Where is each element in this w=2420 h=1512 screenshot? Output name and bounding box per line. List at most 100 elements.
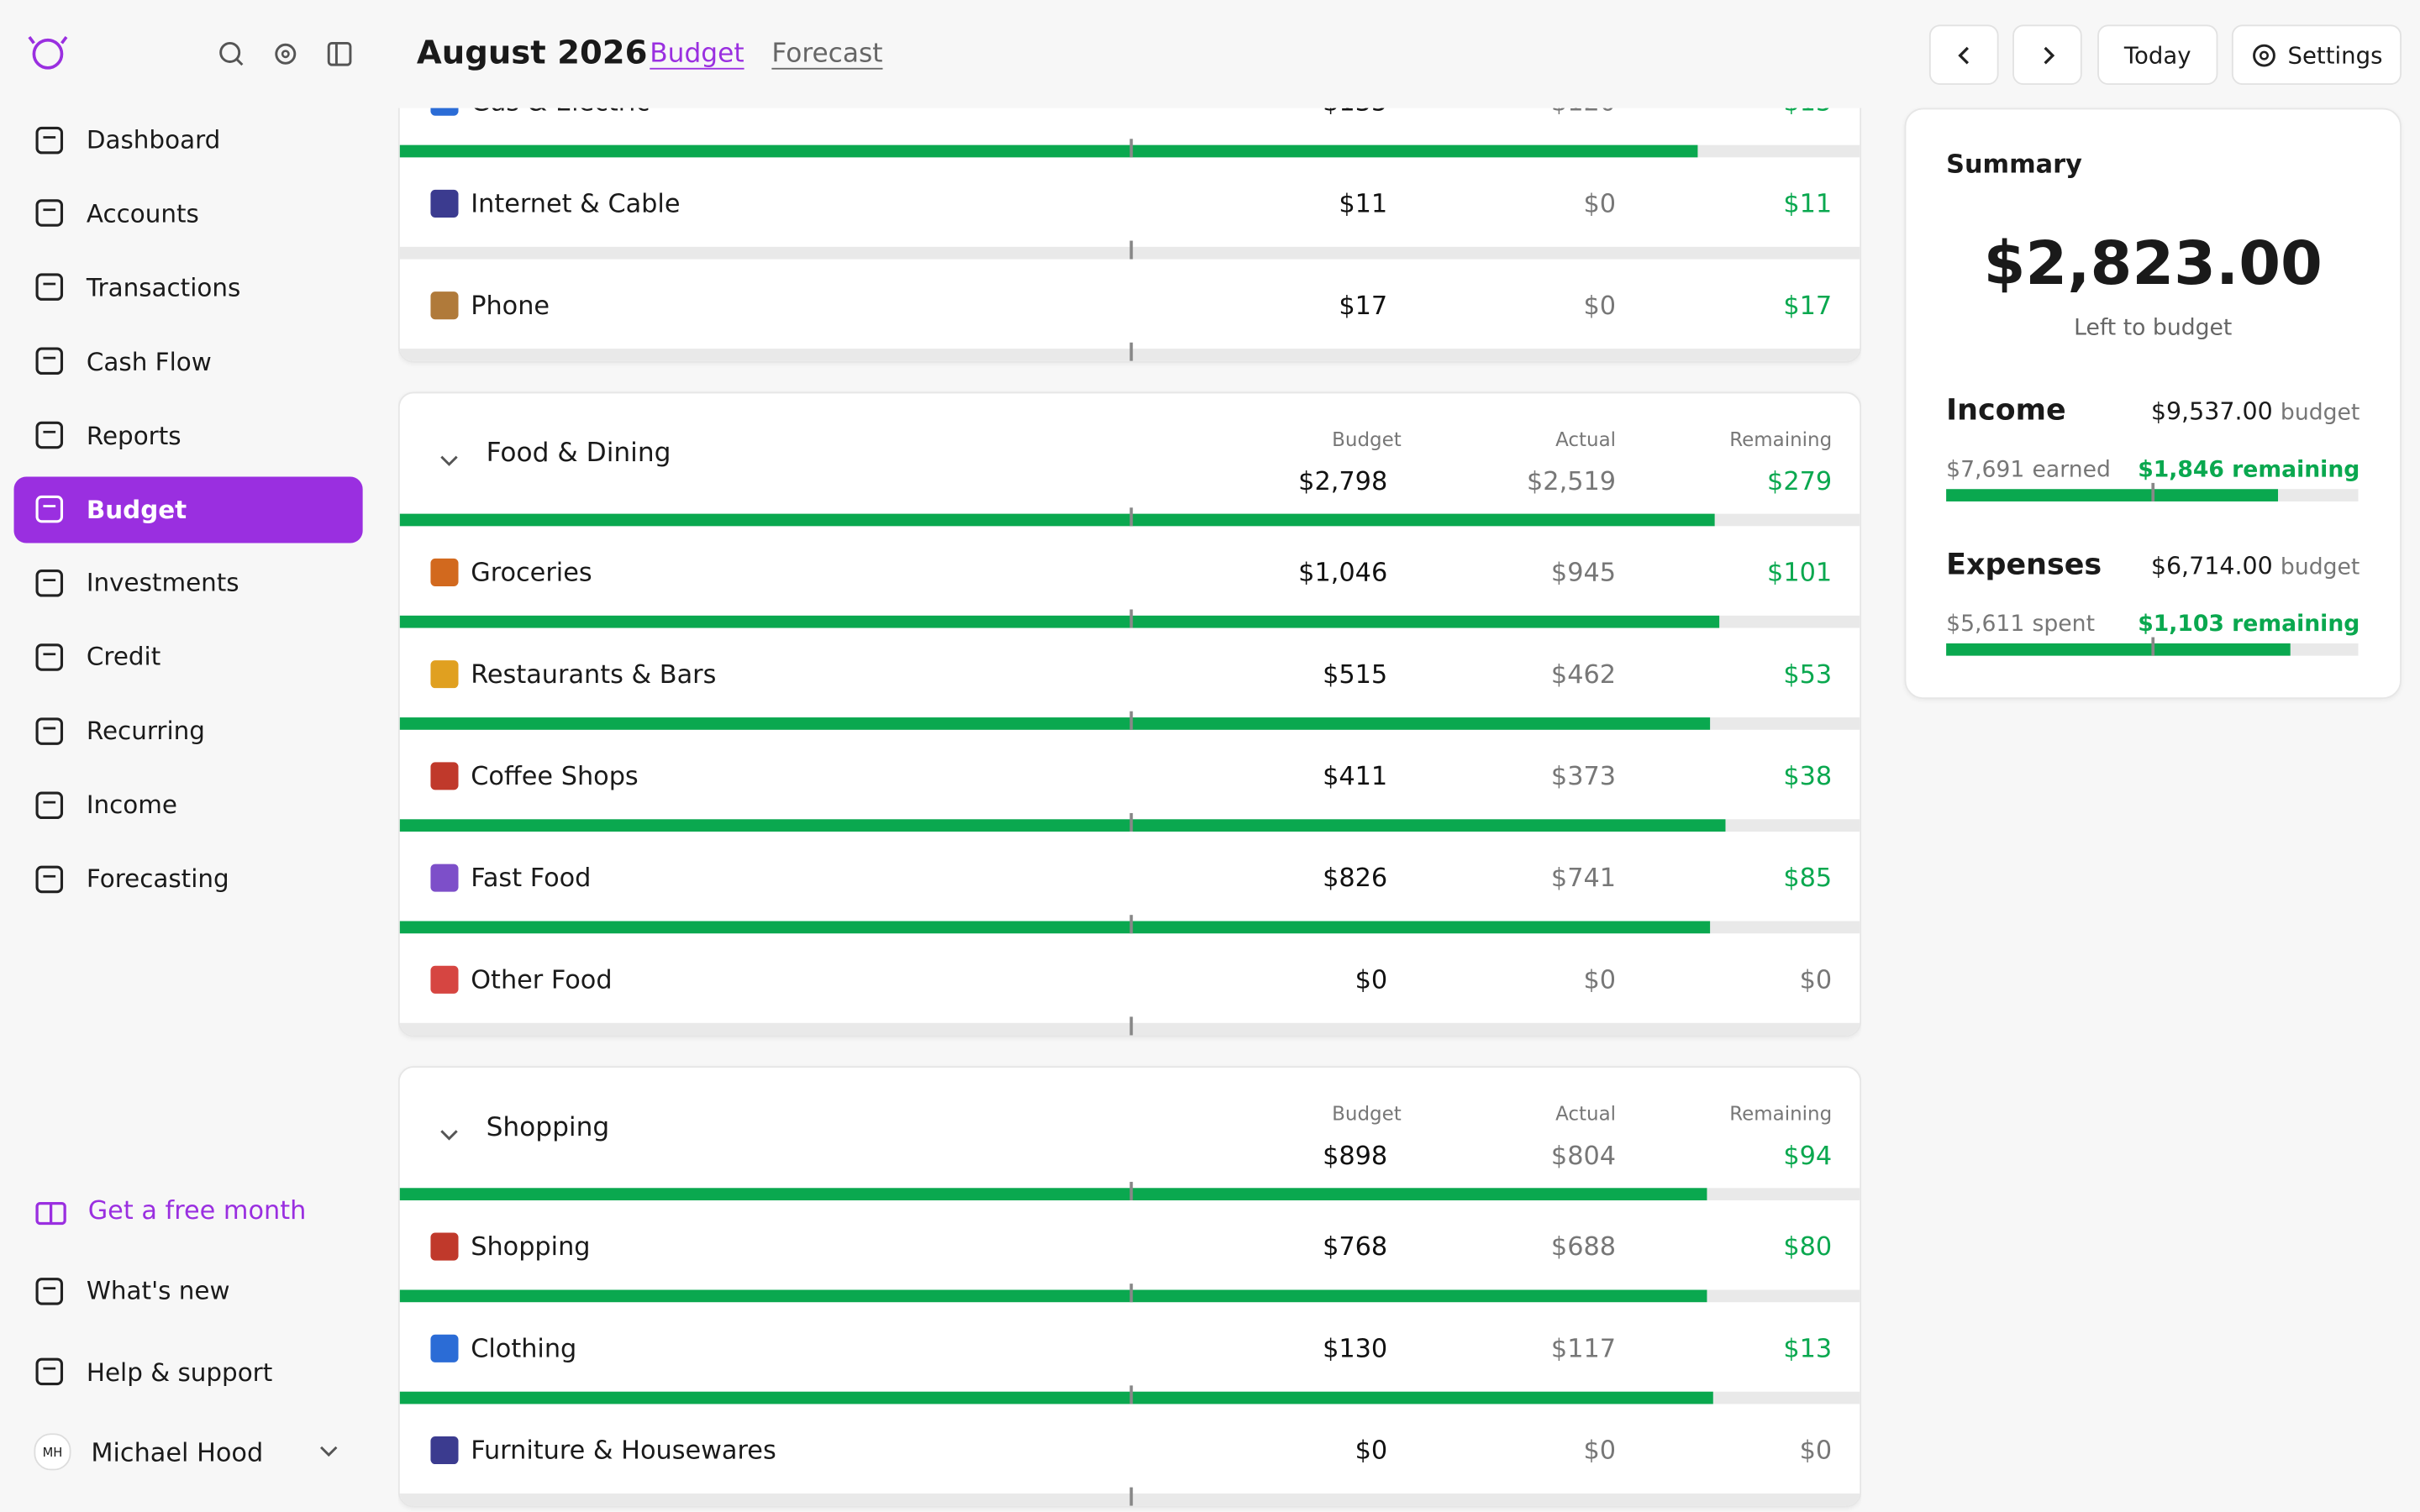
- next-button[interactable]: [2012, 24, 2082, 86]
- category-name: Internet & Cable: [471, 189, 681, 218]
- remaining-amount: $101: [1767, 557, 1833, 587]
- progress-midpoint: [1129, 915, 1134, 934]
- progress-midpoint: [1129, 1181, 1134, 1200]
- category-row[interactable]: Phone $17 $0 $17: [399, 260, 1860, 361]
- category-row[interactable]: Gas & Electric $135 $120 $15: [399, 108, 1860, 158]
- progress-bar: [399, 609, 1860, 628]
- nav-item[interactable]: Reports: [14, 402, 363, 469]
- user-name: Michael Hood: [91, 1436, 264, 1467]
- nav-item[interactable]: Budget: [13, 475, 363, 543]
- nav-item[interactable]: Accounts: [14, 181, 363, 247]
- progress-bar: [399, 812, 1860, 832]
- category-row[interactable]: Other Food $0 $0 $0: [399, 933, 1860, 1036]
- budget-amount: $826: [1323, 863, 1388, 893]
- expenses-budget: $6,714.00 budget: [2151, 553, 2360, 580]
- budget-amount: $1,046: [1298, 557, 1388, 587]
- settings-button[interactable]: Settings: [2231, 24, 2402, 86]
- actual-amount: $120: [1551, 108, 1616, 117]
- remaining-amount: $85: [1783, 863, 1833, 893]
- sidebar-link[interactable]: What's new: [14, 1257, 363, 1324]
- category-row[interactable]: Furniture & Housewares $0 $0 $0: [399, 1404, 1860, 1506]
- actual-amount: $688: [1550, 1231, 1617, 1262]
- user[interactable]: MH Michael Hood: [34, 1433, 342, 1471]
- remaining-amount: $0: [1799, 1436, 1833, 1465]
- remaining-amount: $38: [1783, 761, 1833, 791]
- actual-amount: $0: [1583, 189, 1617, 218]
- nav-label: Budget: [86, 494, 187, 524]
- budget-amount: $898: [1323, 1141, 1388, 1171]
- sidebar-tools[interactable]: [218, 40, 356, 68]
- remaining-amount: $279: [1767, 466, 1833, 496]
- category-row[interactable]: Restaurants & Bars $515 $462 $53: [399, 628, 1860, 730]
- budget-amount: $2,798: [1298, 466, 1388, 496]
- group-header: Food & Dining Budget Actual Remaining $2,798…: [399, 393, 1860, 527]
- category-name: Fast Food: [471, 863, 592, 893]
- nav-item[interactable]: Credit: [14, 624, 363, 690]
- tab-active[interactable]: Budget: [650, 38, 744, 70]
- category-name: Coffee Shops: [471, 761, 639, 791]
- progress-midpoint: [1129, 1284, 1134, 1303]
- progress-midpoint: [2151, 482, 2155, 501]
- progress-midpoint: [1129, 1016, 1134, 1036]
- nav-item[interactable]: Cash Flow: [14, 328, 363, 395]
- nav-item[interactable]: Dashboard: [14, 107, 363, 173]
- progress-midpoint: [1129, 507, 1134, 527]
- nav-item[interactable]: Investments: [14, 550, 363, 617]
- category-icon: [430, 660, 459, 689]
- nav-label: Reports: [86, 420, 182, 450]
- budget-group: Food & Dining Budget Actual Remaining $2,798…: [397, 391, 1862, 1037]
- today-button[interactable]: Today: [2097, 24, 2218, 86]
- collapse-toggle[interactable]: [439, 1119, 458, 1148]
- progress-fill: [399, 1289, 1708, 1303]
- category-name: Restaurants & Bars: [471, 659, 717, 690]
- nav-item[interactable]: Income: [14, 772, 363, 838]
- column-label: Budget: [1332, 427, 1402, 451]
- budget-amount: $130: [1323, 1333, 1388, 1363]
- category-row[interactable]: Clothing $130 $117 $13: [399, 1302, 1860, 1404]
- category-row[interactable]: Internet & Cable $11 $0 $11: [399, 157, 1860, 260]
- remaining-amount: $0: [1799, 964, 1833, 995]
- left-label: Left to budget: [2074, 316, 2233, 341]
- category-icon: [430, 189, 459, 218]
- budget-amount: $0: [1355, 1436, 1388, 1465]
- promo[interactable]: Get a free month: [34, 1193, 306, 1226]
- amount: $7,691: [1946, 458, 2025, 483]
- budget-amount: $17: [1339, 291, 1388, 321]
- remaining-amount: $53: [1783, 659, 1833, 690]
- actual-amount: $945: [1550, 557, 1617, 587]
- tab[interactable]: Forecast: [771, 38, 883, 70]
- collapse-toggle[interactable]: [439, 444, 458, 474]
- nav-item[interactable]: Forecasting: [14, 846, 363, 912]
- budget-amount: $135: [1323, 108, 1387, 117]
- expenses-done: $5,611 spent: [1946, 612, 2095, 637]
- category-row[interactable]: Coffee Shops $411 $373 $38: [399, 730, 1860, 832]
- progress-midpoint: [1129, 812, 1134, 832]
- nav-item[interactable]: Recurring: [14, 698, 363, 764]
- remaining-amount: $94: [1783, 1141, 1833, 1171]
- sidebar-link[interactable]: Help & support: [14, 1338, 363, 1404]
- nav-label: Dashboard: [86, 124, 221, 155]
- category-row[interactable]: Fast Food $826 $741 $85: [399, 832, 1860, 934]
- progress-bar: [399, 139, 1860, 158]
- column-label: Actual: [1555, 1101, 1617, 1125]
- nav-item[interactable]: Transactions: [14, 255, 363, 321]
- nav-label: Transactions: [86, 272, 241, 302]
- actual-amount: $462: [1550, 659, 1617, 690]
- category-icon: [430, 1436, 459, 1465]
- progress-fill: [399, 144, 1698, 158]
- category-row[interactable]: Groceries $1,046 $945 $101: [399, 526, 1860, 628]
- progress-fill: [399, 513, 1714, 527]
- progress-midpoint: [2151, 637, 2155, 656]
- button-label: Today: [2123, 40, 2191, 69]
- progress-bar: [1946, 637, 2359, 656]
- progress-fill: [399, 717, 1710, 730]
- column-label: Remaining: [1729, 1101, 1833, 1125]
- category-name: Phone: [471, 291, 550, 321]
- progress-bar: [399, 1487, 1860, 1506]
- prev-button[interactable]: [1928, 24, 1999, 86]
- budget-amount: $515: [1323, 659, 1388, 690]
- category-icon: [430, 864, 459, 892]
- category-row[interactable]: Shopping $768 $688 $80: [399, 1200, 1860, 1303]
- income-done: $7,691 earned: [1946, 459, 2111, 483]
